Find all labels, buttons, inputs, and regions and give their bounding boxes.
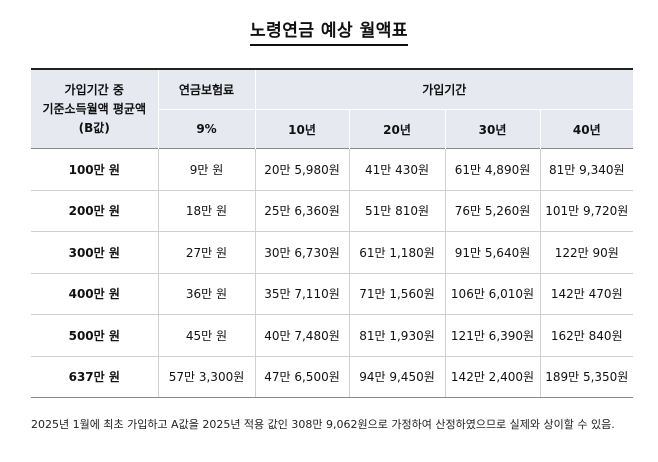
- table-title: 노령연금 예상 월액표: [0, 16, 658, 46]
- premium-cell: 27만 원: [158, 231, 256, 274]
- pension-10y-cell: 47만 6,500원: [255, 356, 350, 398]
- pension-20y-cell: 81만 1,930원: [349, 314, 446, 357]
- pension-40y-cell: 81만 9,340원: [540, 148, 634, 191]
- pension-10y-cell: 40만 7,480원: [255, 314, 350, 357]
- pension-20y-cell: 41만 430원: [349, 148, 446, 191]
- header-year-20: 20년: [349, 109, 446, 149]
- pension-40y-cell: 142만 470원: [540, 273, 634, 315]
- pension-10y-cell: 35만 7,110원: [255, 273, 350, 315]
- header-base-line3: (B값): [78, 120, 110, 135]
- pension-20y-cell: 61만 1,180원: [349, 231, 446, 274]
- header-premium: 연금보험료: [158, 69, 256, 110]
- income-cell: 300만 원: [31, 231, 159, 274]
- income-cell: 200만 원: [31, 190, 159, 232]
- premium-cell: 18만 원: [158, 190, 256, 232]
- income-cell: 637만 원: [31, 356, 159, 398]
- pension-40y-cell: 122만 90원: [540, 231, 634, 274]
- table-row: 500만 원 45만 원 40만 7,480원 81만 1,930원 121만 …: [31, 314, 634, 357]
- pension-40y-cell: 101만 9,720원: [540, 190, 634, 232]
- pension-20y-cell: 51만 810원: [349, 190, 446, 232]
- table-title-text: 노령연금 예상 월액표: [249, 16, 409, 46]
- header-base-income: 가입기간 중 기준소득월액 평균액 (B값): [31, 69, 159, 149]
- premium-cell: 45만 원: [158, 314, 256, 357]
- pension-30y-cell: 106만 6,010원: [445, 273, 541, 315]
- pension-20y-cell: 94만 9,450원: [349, 356, 446, 398]
- pension-30y-cell: 91만 5,640원: [445, 231, 541, 274]
- pension-table: 가입기간 중 기준소득월액 평균액 (B값) 연금보험료 가입기간 9% 10년…: [31, 68, 634, 398]
- premium-cell: 57만 3,300원: [158, 356, 256, 398]
- header-row: 가입기간 중 기준소득월액 평균액 (B값) 연금보험료 가입기간: [31, 69, 634, 149]
- table-header: 가입기간 중 기준소득월액 평균액 (B값) 연금보험료 가입기간 9% 10년…: [31, 69, 634, 149]
- income-cell: 400만 원: [31, 273, 159, 315]
- table-row: 637만 원 57만 3,300원 47만 6,500원 94만 9,450원 …: [31, 356, 634, 398]
- pension-30y-cell: 142만 2,400원: [445, 356, 541, 398]
- pension-10y-cell: 20만 5,980원: [255, 148, 350, 191]
- footnote: 2025년 1월에 최초 가입하고 A값을 2025년 적용 값인 308만 9…: [31, 418, 615, 431]
- pension-30y-cell: 121만 6,390원: [445, 314, 541, 357]
- pension-20y-cell: 71만 1,560원: [349, 273, 446, 315]
- income-cell: 100만 원: [31, 148, 159, 191]
- table-row: 400만 원 36만 원 35만 7,110원 71만 1,560원 106만 …: [31, 273, 634, 315]
- table-row: 200만 원 18만 원 25만 6,360원 51만 810원 76만 5,2…: [31, 190, 634, 232]
- pension-10y-cell: 25만 6,360원: [255, 190, 350, 232]
- header-year-40: 40년: [540, 109, 634, 149]
- pension-40y-cell: 189만 5,350원: [540, 356, 634, 398]
- pension-40y-cell: 162만 840원: [540, 314, 634, 357]
- income-cell: 500만 원: [31, 314, 159, 357]
- header-premium-rate: 9%: [158, 109, 256, 149]
- header-row: 9% 10년 20년 30년 40년: [31, 109, 634, 149]
- pension-30y-cell: 61만 4,890원: [445, 148, 541, 191]
- table-row: 300만 원 27만 원 30만 6,730원 61만 1,180원 91만 5…: [31, 231, 634, 274]
- header-period: 가입기간: [255, 69, 634, 110]
- table-body: 100만 원 9만 원 20만 5,980원 41만 430원 61만 4,89…: [31, 148, 634, 398]
- pension-30y-cell: 76만 5,260원: [445, 190, 541, 232]
- header-base-line1: 가입기간 중: [64, 82, 124, 97]
- table-row: 100만 원 9만 원 20만 5,980원 41만 430원 61만 4,89…: [31, 148, 634, 191]
- header-year-10: 10년: [255, 109, 350, 149]
- header-year-30: 30년: [445, 109, 541, 149]
- premium-cell: 9만 원: [158, 148, 256, 191]
- pension-10y-cell: 30만 6,730원: [255, 231, 350, 274]
- premium-cell: 36만 원: [158, 273, 256, 315]
- header-base-line2: 기준소득월액 평균액: [42, 101, 147, 116]
